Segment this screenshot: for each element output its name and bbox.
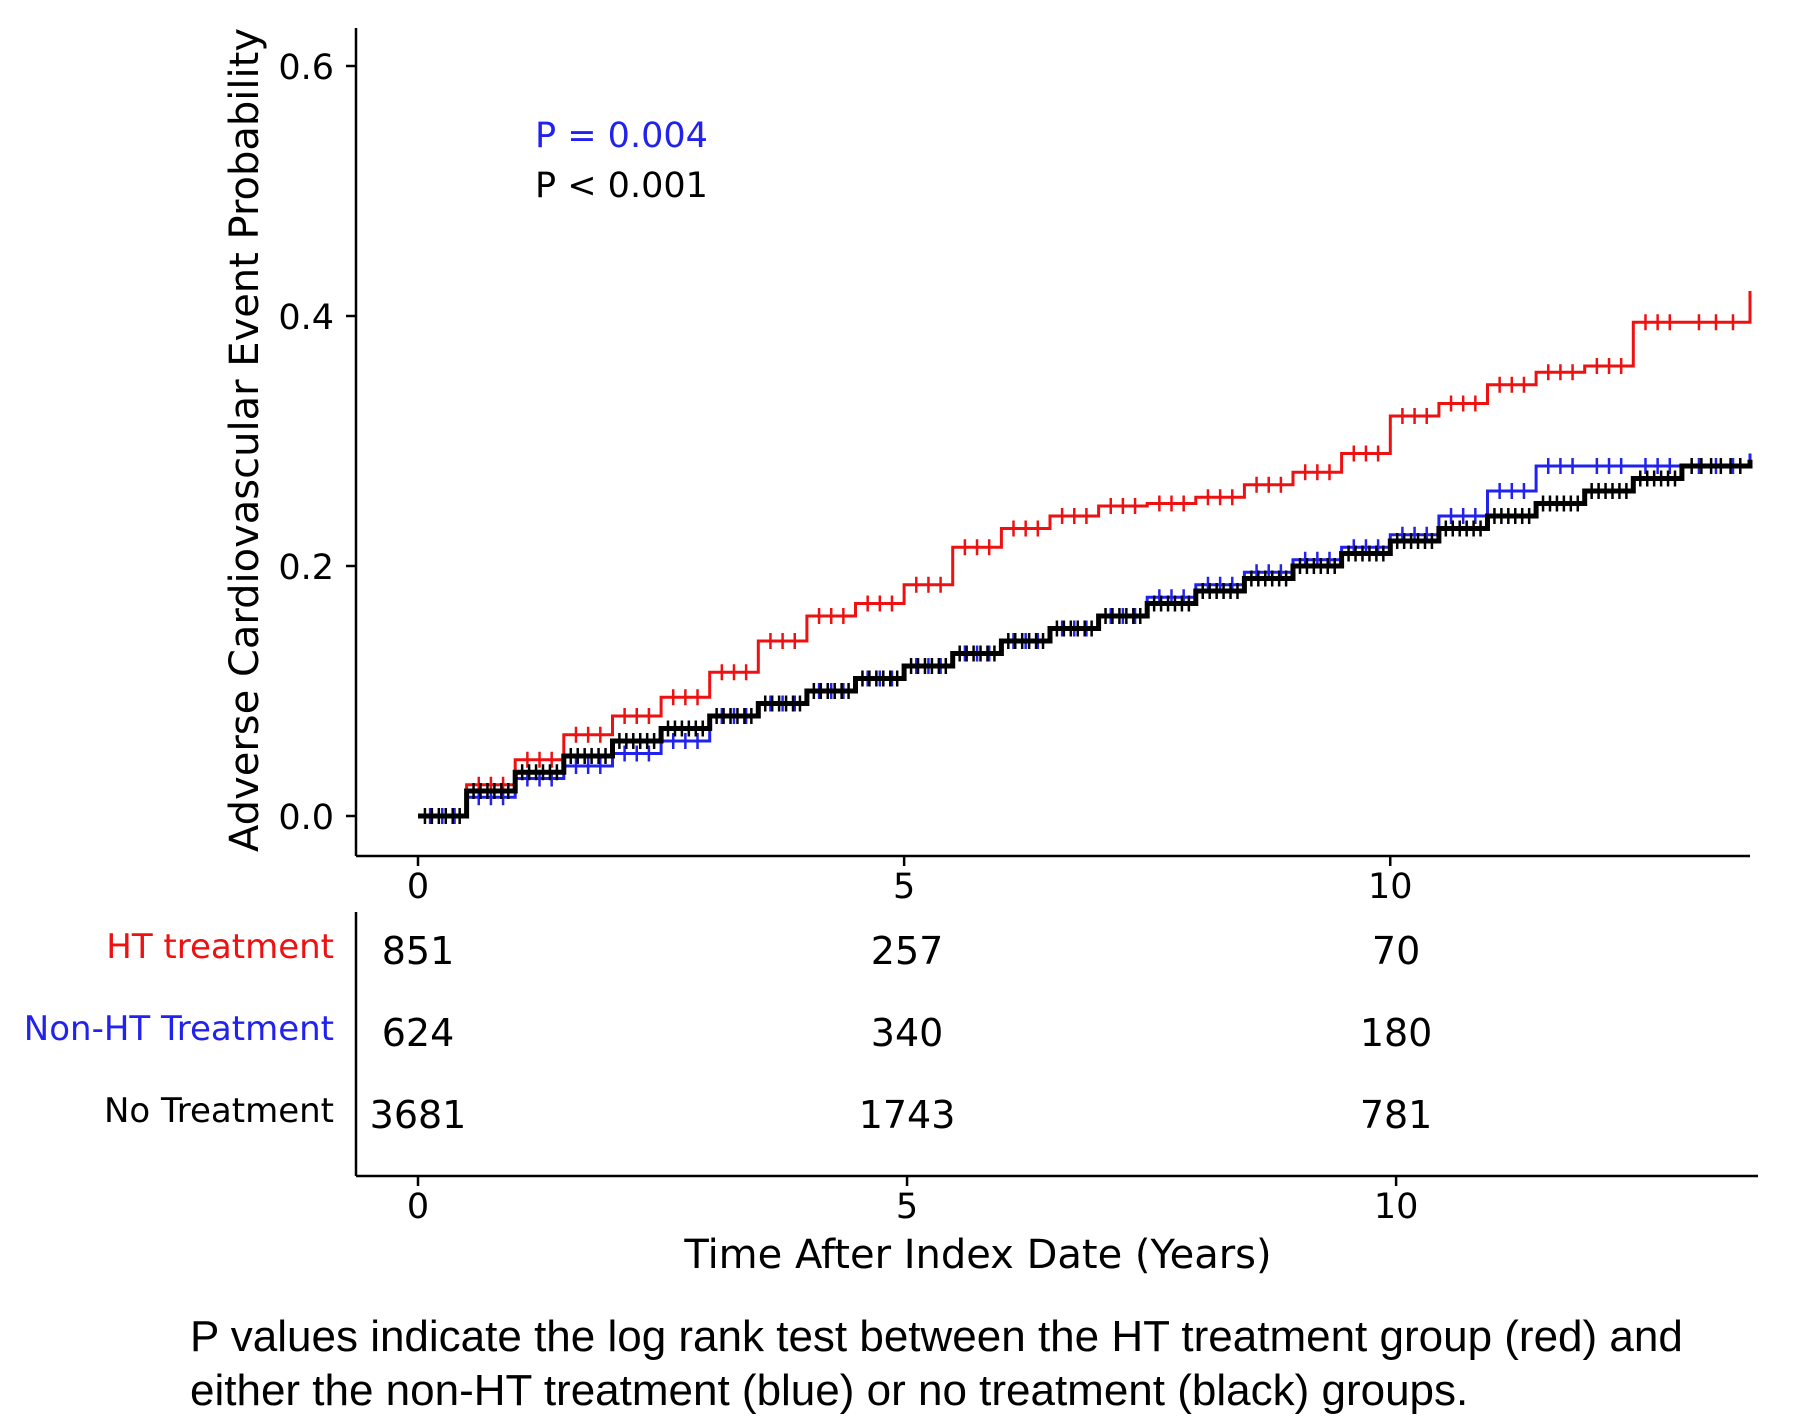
table-x-tick-label: 10 <box>1374 1187 1419 1227</box>
x-tick-label: 5 <box>893 867 915 907</box>
x-tick-label: 0 <box>407 867 429 907</box>
y-axis-label: Adverse Cardiovascular Event Probability <box>222 28 268 852</box>
series-0-line <box>418 291 1752 818</box>
risk-row-label: No Treatment <box>104 1091 334 1131</box>
risk-row-label: HT treatment <box>106 927 334 967</box>
y-tick-label: 0.0 <box>278 798 334 838</box>
figure-caption: P values indicate the log rank test betw… <box>190 1310 1810 1418</box>
x-tick-label: 10 <box>1368 867 1413 907</box>
risk-count: 851 <box>382 929 455 973</box>
risk-row-label: Non-HT Treatment <box>24 1009 334 1049</box>
y-tick-label: 0.2 <box>278 548 334 588</box>
p-value-black: P < 0.001 <box>535 166 708 206</box>
risk-count: 781 <box>1360 1093 1433 1137</box>
table-x-tick-label: 5 <box>896 1187 918 1227</box>
x-axis-label: Time After Index Date (Years) <box>683 1232 1271 1278</box>
series-2 <box>418 458 1753 824</box>
km-figure: 0.0 0.2 0.4 0.6 0 5 10 Adverse Cardiovascular… <box>24 28 1758 1278</box>
risk-count: 70 <box>1372 929 1420 973</box>
p-value-blue: P = 0.004 <box>535 116 708 156</box>
y-tick-label: 0.6 <box>278 48 334 88</box>
series-2-line <box>418 459 1753 819</box>
risk-count: 1743 <box>859 1093 956 1137</box>
risk-count: 3681 <box>370 1093 467 1137</box>
caption-line-2: either the non-HT treatment (blue) or no… <box>190 1366 1469 1415</box>
km-plot: 0.0 0.2 0.4 0.6 0 5 10 Adverse Cardiovascular… <box>222 28 1753 907</box>
risk-count: 180 <box>1360 1011 1433 1055</box>
risk-table: HT treatment 851 257 70 Non-HT Treatment 624 3… <box>24 912 1758 1278</box>
y-tick-label: 0.4 <box>278 298 334 338</box>
series-0 <box>418 291 1752 824</box>
table-x-tick-label: 0 <box>407 1187 429 1227</box>
risk-count: 340 <box>871 1011 944 1055</box>
risk-count: 257 <box>871 929 944 973</box>
risk-count: 624 <box>382 1011 455 1055</box>
caption-line-1: P values indicate the log rank test betw… <box>190 1312 1683 1361</box>
